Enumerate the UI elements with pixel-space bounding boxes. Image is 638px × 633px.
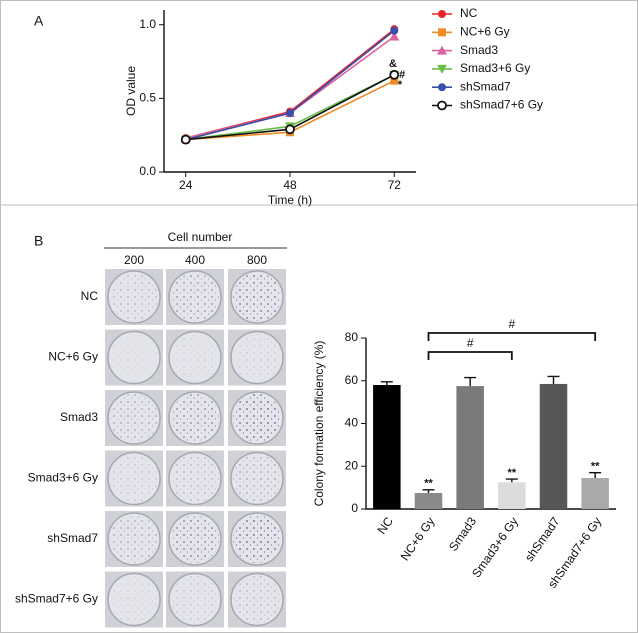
annotation: & xyxy=(389,58,397,70)
y-tick-label: 0.0 xyxy=(139,164,156,178)
panel-label: A xyxy=(34,13,44,29)
y-tick-label: 0 xyxy=(351,501,358,515)
legend-label: shSmad7+6 Gy xyxy=(460,98,543,112)
colonies xyxy=(110,454,158,503)
y-axis-label: OD value xyxy=(124,66,138,116)
panel-label: B xyxy=(34,233,43,249)
colonies xyxy=(110,394,158,442)
column-title: Cell number xyxy=(168,230,233,244)
legend-marker xyxy=(437,100,447,111)
point xyxy=(389,31,400,41)
legend-marker xyxy=(438,28,446,37)
legend-label: NC xyxy=(460,6,478,20)
colonies xyxy=(233,394,281,442)
legend-marker xyxy=(438,10,446,18)
colonies xyxy=(233,333,281,382)
bar xyxy=(581,478,609,509)
x-axis-label: Time (h) xyxy=(268,193,312,207)
colonies xyxy=(171,273,219,321)
x-tick-label: 72 xyxy=(388,178,402,192)
x-tick-label: 48 xyxy=(283,178,297,192)
significance: ** xyxy=(591,461,600,473)
bar xyxy=(498,482,526,509)
colonies xyxy=(171,515,219,563)
y-tick-label: 40 xyxy=(345,416,359,430)
row-label: NC xyxy=(81,289,99,303)
row-label: shSmad7 xyxy=(47,531,98,545)
colonies xyxy=(233,575,281,624)
error-bar xyxy=(380,381,393,386)
bracket xyxy=(427,351,513,360)
colonies xyxy=(110,333,158,382)
bar xyxy=(414,492,443,509)
error-bar xyxy=(422,489,435,493)
bracket xyxy=(427,332,597,341)
row-label: Smad3+6 Gy xyxy=(28,471,98,485)
point xyxy=(390,76,399,85)
row-label: shSmad7+6 Gy xyxy=(15,592,98,606)
x-tick-label: 24 xyxy=(179,178,193,192)
error-bar xyxy=(547,375,560,384)
colonies xyxy=(233,515,281,563)
bar xyxy=(539,383,568,509)
row-label: NC+6 Gy xyxy=(48,350,98,364)
colonies xyxy=(171,394,219,442)
colonies xyxy=(171,454,219,503)
error-bar xyxy=(589,471,602,479)
bracket-label: # xyxy=(508,317,515,331)
point xyxy=(286,109,294,118)
colonies xyxy=(233,273,281,321)
legend-label: NC+6 Gy xyxy=(460,24,510,38)
y-tick-label: 80 xyxy=(345,330,359,344)
legend-marker xyxy=(438,83,446,92)
error-bar xyxy=(505,478,518,483)
point xyxy=(180,134,191,145)
legend-label: Smad3 xyxy=(460,43,498,57)
annotation: * xyxy=(398,79,403,91)
legend-marker xyxy=(437,45,447,55)
y-tick-label: 60 xyxy=(345,373,359,387)
column-label: 400 xyxy=(185,253,205,267)
bar xyxy=(456,386,484,509)
legend-label: Smad3+6 Gy xyxy=(460,61,530,75)
column-label: 800 xyxy=(247,253,267,267)
row-label: Smad3 xyxy=(60,410,98,424)
point xyxy=(389,69,400,80)
legend-label: shSmad7 xyxy=(460,79,511,93)
column-label: 200 xyxy=(124,253,144,267)
y-axis-label: Colony formation efficiency (%) xyxy=(312,341,326,507)
bar xyxy=(373,385,401,509)
y-tick-label: 1.0 xyxy=(139,17,156,31)
colonies xyxy=(233,454,281,503)
error-bar xyxy=(464,376,477,387)
point xyxy=(390,26,399,35)
colonies xyxy=(171,575,219,624)
bracket-label: # xyxy=(467,336,474,350)
colonies xyxy=(171,333,219,382)
annotation: # xyxy=(399,69,405,81)
colonies xyxy=(110,575,158,624)
y-tick-label: 0.5 xyxy=(139,91,156,105)
legend-marker xyxy=(437,64,447,74)
significance: ** xyxy=(424,478,433,490)
y-tick-label: 20 xyxy=(345,458,359,472)
colonies xyxy=(110,515,158,563)
point xyxy=(285,124,295,135)
colonies xyxy=(110,273,158,321)
significance: ** xyxy=(508,467,517,479)
